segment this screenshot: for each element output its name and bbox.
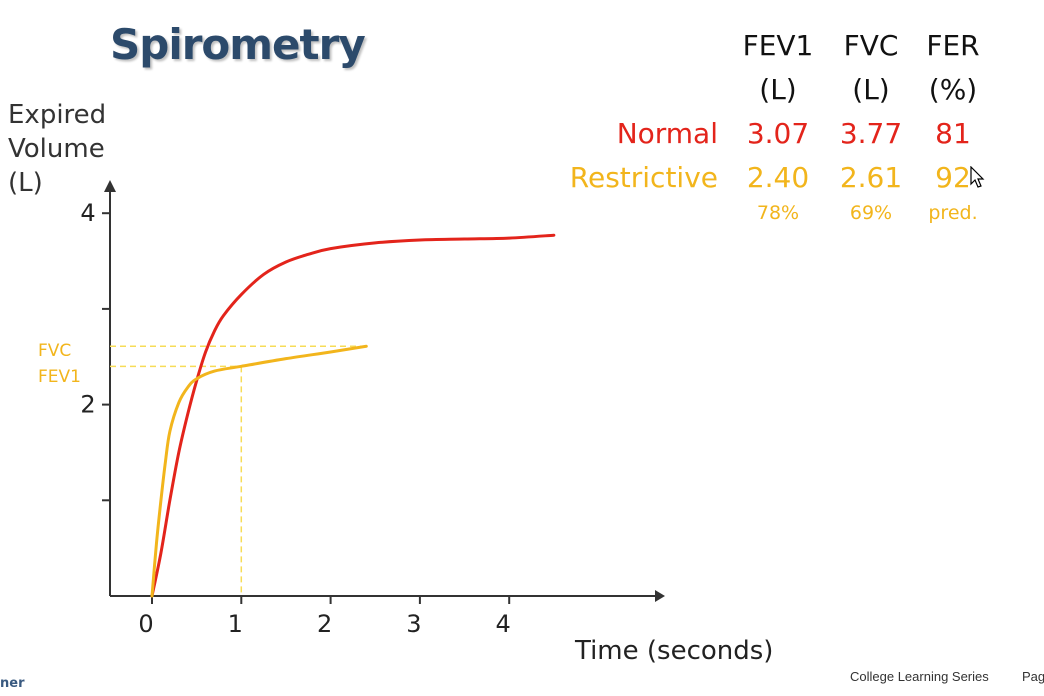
annotation-fvc: FVC [38, 341, 71, 361]
series-line-normal [150, 233, 556, 598]
header-fer: FER [926, 29, 980, 62]
mouse-cursor-icon [970, 166, 985, 188]
row-label-normal: Normal [616, 117, 718, 150]
header-fvc: FVC [843, 29, 899, 62]
predicted-fev1: 78% [756, 202, 800, 224]
x-tick-label: 1 [228, 610, 243, 638]
header-fvc-unit: (L) [852, 73, 890, 106]
footer-logo-text: ner [0, 676, 25, 691]
normal-fvc: 3.77 [839, 117, 903, 150]
normal-fev1: 3.07 [746, 117, 810, 150]
restrictive-fvc: 2.61 [839, 161, 903, 194]
slide-title: Spirometry [110, 20, 366, 69]
restrictive-fev1: 2.40 [746, 161, 810, 194]
series-line-restrictive [150, 344, 368, 598]
x-tick-label: 2 [317, 610, 332, 638]
header-fer-unit: (%) [928, 73, 978, 106]
restrictive-fer: 92 [935, 161, 971, 194]
x-tick-label: 0 [138, 610, 153, 638]
footer-series: College Learning Series [850, 669, 989, 684]
header-fev1-unit: (L) [759, 73, 797, 106]
y-axis-label: Expired Volume (L) [8, 100, 107, 198]
x-axis-label: Time (seconds) [575, 636, 774, 666]
y-tick-label: 4 [80, 199, 95, 227]
normal-fer: 81 [935, 117, 971, 150]
annotation-fev1: FEV1 [38, 367, 81, 387]
header-fev1: FEV1 [742, 29, 814, 62]
x-axis-arrow [655, 590, 665, 602]
footer-page: Pag [1022, 669, 1044, 684]
y-tick-label: 2 [80, 391, 95, 419]
x-tick-label: 4 [496, 610, 511, 638]
predicted-fvc: 69% [849, 202, 893, 224]
row-label-restrictive: Restrictive [569, 161, 718, 194]
y-axis-arrow [104, 180, 116, 192]
x-tick-label: 3 [406, 610, 421, 638]
predicted-fer: pred. [928, 202, 978, 224]
